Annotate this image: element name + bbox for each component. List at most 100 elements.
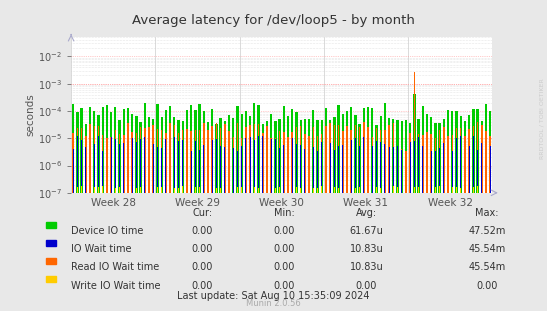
Bar [363,123,365,193]
Bar [110,137,112,193]
Bar [161,130,162,193]
Bar [312,128,314,193]
Bar [334,125,335,193]
Bar [190,131,192,193]
Bar [182,130,183,193]
Bar [439,130,440,193]
Text: 45.54m: 45.54m [468,262,505,272]
Bar [359,146,360,193]
Bar [85,147,86,193]
Bar [270,138,272,193]
Bar [388,118,390,193]
Bar [490,146,491,193]
Text: 45.54m: 45.54m [468,244,505,254]
Bar [194,110,196,193]
Text: Max:: Max: [475,208,498,218]
Bar [418,133,420,193]
Bar [110,112,112,193]
Bar [153,144,154,193]
Bar [304,119,306,193]
Bar [456,128,457,193]
Text: 0.00: 0.00 [274,262,295,272]
Text: 10.83u: 10.83u [350,244,383,254]
Bar [220,146,221,193]
Bar [363,108,365,193]
Bar [414,72,415,193]
Bar [329,123,331,193]
Bar [115,138,116,193]
Bar [212,127,213,193]
Bar [481,121,483,193]
Bar [359,127,360,193]
Bar [405,120,407,193]
Bar [98,136,99,193]
Bar [447,110,449,193]
Bar [287,137,289,193]
Bar [216,139,217,193]
Bar [127,108,129,193]
Bar [464,140,465,193]
Bar [346,111,348,193]
Text: 10.83u: 10.83u [350,262,383,272]
Text: 0.00: 0.00 [274,281,295,290]
Bar [410,142,411,193]
Bar [157,147,158,193]
Bar [119,134,120,193]
Bar [346,126,348,193]
Bar [148,117,150,193]
Bar [443,119,445,193]
Bar [435,151,436,193]
Bar [392,118,394,193]
Bar [367,107,369,193]
Bar [224,124,225,193]
Bar [77,128,78,193]
Bar [481,125,482,193]
Text: Average latency for /dev/loop5 - by month: Average latency for /dev/loop5 - by mont… [132,14,415,27]
Bar [443,127,445,193]
Bar [275,139,276,193]
Bar [451,111,453,193]
Bar [131,114,133,193]
Bar [367,127,369,193]
Bar [371,108,374,193]
Bar [232,137,234,193]
Text: 0.00: 0.00 [274,244,295,254]
Bar [422,135,423,193]
Bar [380,116,382,193]
Bar [321,142,322,193]
Bar [316,120,319,193]
Bar [73,149,74,193]
Bar [144,103,146,193]
Bar [241,114,243,193]
Text: 0.00: 0.00 [356,281,377,290]
Bar [439,123,441,193]
Bar [409,123,411,193]
Bar [127,142,129,193]
Bar [207,123,209,193]
Bar [380,142,381,193]
Bar [455,111,458,193]
Bar [144,128,146,193]
Bar [182,141,183,193]
Bar [401,150,402,193]
Bar [456,138,457,193]
Bar [224,121,226,193]
Bar [89,107,91,193]
Bar [190,105,193,193]
Text: 0.00: 0.00 [191,262,213,272]
Bar [393,123,394,193]
Text: RRDTOOL / TOBI OETIKER: RRDTOOL / TOBI OETIKER [539,78,544,159]
Bar [426,132,428,193]
Bar [114,130,116,193]
Bar [279,131,281,193]
Bar [477,150,478,193]
Bar [169,106,171,193]
Bar [384,103,386,193]
Bar [309,141,310,193]
Bar [97,115,100,193]
Bar [452,151,453,193]
Bar [102,107,104,193]
Bar [72,104,74,193]
Bar [77,136,78,193]
Bar [152,119,154,193]
